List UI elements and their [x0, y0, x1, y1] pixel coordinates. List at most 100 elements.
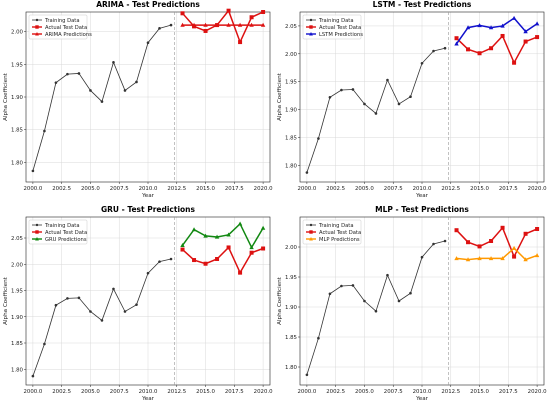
data-point [500, 33, 505, 38]
x-tick-label: 2000.0 [23, 186, 42, 192]
data-point [158, 27, 161, 30]
legend-box [302, 14, 362, 40]
x-tick-label: 2017.5 [225, 186, 244, 192]
subplot-title: MLP - Test Predictions [375, 205, 469, 214]
data-point [465, 257, 471, 262]
x-tick-label: 2002.5 [52, 389, 71, 395]
legend-label: Actual Test Data [319, 230, 361, 236]
legend-swatch-marker [309, 18, 313, 22]
data-point [488, 25, 494, 30]
data-point [500, 23, 505, 28]
legend-swatch-marker [309, 230, 313, 234]
data-point [203, 233, 208, 238]
data-point [66, 72, 69, 76]
x-tick-label: 2005.0 [355, 389, 374, 395]
data-point [363, 102, 366, 106]
x-tick-label: 2007.5 [110, 186, 129, 192]
x-tick-label: 2017.5 [499, 186, 518, 192]
y-tick-label: 2.00 [11, 30, 24, 36]
y-tick-label: 1.85 [11, 128, 23, 134]
data-point [180, 11, 185, 16]
subplot-title: ARIMA - Test Predictions [96, 0, 200, 9]
legend-swatch-marker [35, 237, 39, 241]
data-point [238, 40, 243, 45]
data-point [443, 239, 447, 243]
y-tick-label: 2.05 [285, 24, 297, 30]
data-point [226, 8, 231, 13]
x-tick-label: 2000.0 [23, 389, 42, 395]
data-point [523, 29, 528, 34]
data-point [317, 137, 320, 140]
data-point [340, 284, 343, 288]
data-point [169, 257, 173, 261]
data-point [260, 22, 266, 27]
data-point [215, 257, 220, 261]
data-point [249, 245, 254, 250]
x-axis-label: Year [415, 193, 429, 199]
data-point [488, 256, 494, 261]
legend-label: Training Data [44, 223, 80, 229]
data-point [203, 22, 208, 27]
x-tick-label: 2020.0 [254, 389, 273, 395]
y-tick-label: 2.00 [11, 262, 24, 268]
subplot-title: GRU - Test Predictions [101, 205, 196, 214]
data-point [397, 299, 401, 303]
legend-label: LSTM Predictions [319, 32, 363, 38]
data-point [180, 22, 185, 27]
data-point [238, 270, 243, 275]
legend-label: Training Data [318, 223, 354, 229]
legend-label: GRU Predictions [45, 237, 87, 243]
series-line-3 [456, 247, 538, 261]
data-point [500, 256, 505, 261]
data-point [454, 41, 459, 46]
data-point [214, 234, 220, 239]
data-point [432, 49, 435, 53]
x-tick-label: 2020.0 [528, 389, 547, 395]
x-tick-label: 2005.0 [355, 186, 374, 192]
legend-label: Actual Test Data [319, 25, 361, 31]
x-tick-label: 2012.5 [167, 186, 186, 192]
legend-swatch-marker [309, 25, 313, 29]
x-tick-label: 2010.0 [139, 389, 158, 395]
data-point [477, 256, 482, 261]
data-point [535, 227, 540, 231]
series-line-1 [32, 24, 172, 171]
data-point [191, 22, 197, 27]
x-tick-label: 2007.5 [384, 186, 403, 192]
data-point [43, 342, 46, 346]
data-point [511, 245, 517, 250]
legend-swatch-marker [309, 32, 313, 36]
x-tick-label: 2020.0 [528, 186, 547, 192]
data-point [512, 254, 517, 259]
data-point [54, 303, 58, 307]
x-tick-label: 2002.5 [326, 389, 345, 395]
data-point [305, 171, 309, 174]
y-axis-label: Alpha Coefficient [3, 276, 9, 324]
data-point [432, 242, 435, 246]
series-line-3 [181, 222, 264, 250]
data-point [146, 271, 150, 275]
data-point [169, 23, 173, 27]
legend-label: Training Data [44, 18, 80, 24]
y-tick-label: 2.00 [285, 52, 298, 58]
data-point [477, 244, 482, 249]
data-point [511, 15, 517, 20]
data-point [249, 250, 254, 255]
legend-label: Actual Test Data [45, 230, 87, 236]
y-tick-label: 1.90 [285, 305, 298, 311]
data-point [489, 239, 494, 243]
x-tick-label: 2012.5 [441, 389, 460, 395]
data-point [112, 287, 115, 291]
data-point [192, 258, 197, 263]
data-point [123, 89, 127, 92]
legend-label: Actual Test Data [45, 25, 87, 31]
data-point [523, 39, 528, 44]
data-point [249, 15, 254, 20]
data-point [523, 257, 528, 262]
data-point [500, 225, 505, 230]
data-point [203, 261, 208, 266]
subplot-3: GRU - Test Predictions 2000.0 2002.5 2005.0… [3, 205, 273, 402]
data-point [43, 129, 46, 133]
